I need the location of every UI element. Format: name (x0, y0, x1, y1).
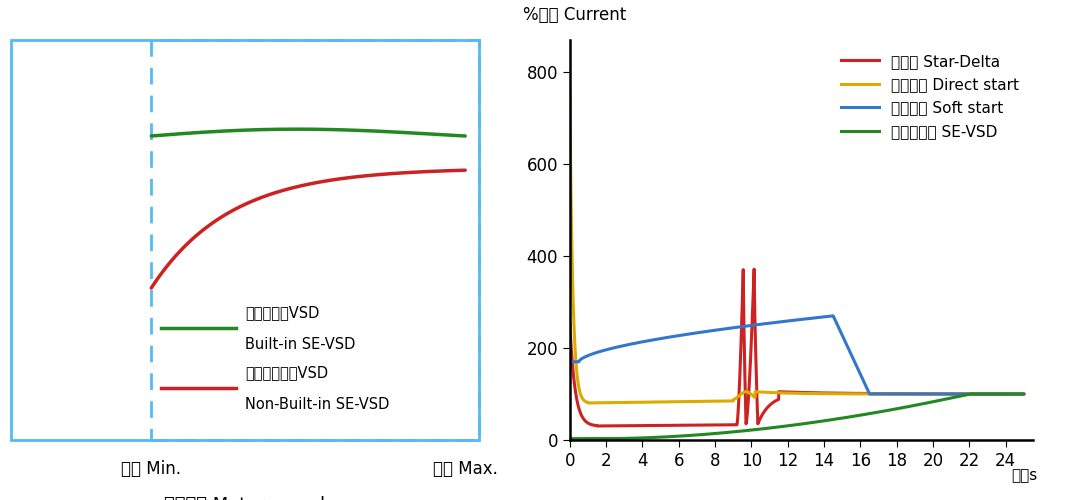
Text: %电流 Current: %电流 Current (524, 6, 626, 24)
Text: 最小 Min.: 最小 Min. (121, 460, 181, 478)
Text: 无内置欧迈克VSD: 无内置欧迈克VSD (245, 365, 328, 380)
Text: 最大 Max.: 最大 Max. (432, 460, 497, 478)
Text: 时间s: 时间s (1012, 468, 1037, 483)
Legend: 星三角 Star-Delta, 直接启动 Direct start, 软接启动 Soft start, 欧迈克变频 SE-VSD: 星三角 Star-Delta, 直接启动 Direct start, 软接启动 … (835, 48, 1026, 145)
Text: 内置欧迈克VSD: 内置欧迈克VSD (245, 305, 320, 320)
Text: Built-in SE-VSD: Built-in SE-VSD (245, 337, 356, 352)
Text: Non-Built-in SE-VSD: Non-Built-in SE-VSD (245, 397, 390, 412)
Bar (151, 40, 479, 440)
Text: 电机速度 Motor speed: 电机速度 Motor speed (164, 496, 326, 500)
